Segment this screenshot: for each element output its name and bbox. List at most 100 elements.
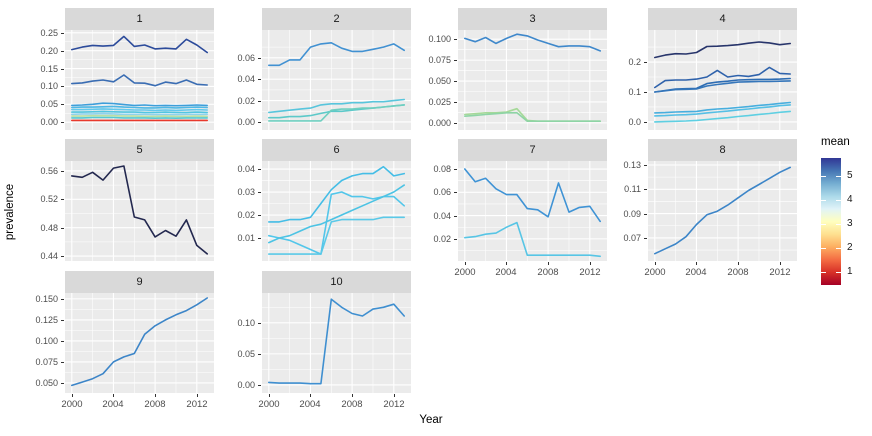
x-tick-mark <box>113 394 114 397</box>
series-line-f4-6 <box>654 110 791 123</box>
facet-strip-4: 4 <box>648 8 797 30</box>
series-line-f9-0 <box>71 297 208 387</box>
series-line-f6-0 <box>268 165 405 223</box>
y-tick-mark <box>644 92 647 93</box>
facet-strip-7: 7 <box>458 139 607 161</box>
y-tick-mark <box>61 199 64 200</box>
y-tick-mark <box>258 169 261 170</box>
series-line-f7-1 <box>464 221 601 258</box>
y-tick-mark <box>61 51 64 52</box>
y-tick-mark <box>644 165 647 166</box>
y-tick-mark <box>258 215 261 216</box>
y-tick-mark <box>61 122 64 123</box>
legend-tick-mark <box>836 176 841 177</box>
y-tick-mark <box>61 320 64 321</box>
facet-panel-2 <box>262 30 411 130</box>
facet-plot-6 <box>262 161 411 261</box>
y-tick-mark <box>61 341 64 342</box>
y-axis-label: 0.13 <box>623 160 641 170</box>
y-tick-mark <box>454 102 457 103</box>
series-line-f6-3 <box>268 216 405 255</box>
y-tick-mark <box>258 101 261 102</box>
y-tick-mark <box>644 122 647 123</box>
y-axis-label: 0.06 <box>433 187 451 197</box>
y-axis-label: 0.050 <box>428 76 451 86</box>
y-tick-mark <box>258 354 261 355</box>
facet-panel-10 <box>262 293 411 393</box>
facet-plot-7 <box>458 161 607 261</box>
facet-panel-6 <box>262 161 411 261</box>
x-tick-mark <box>696 262 697 265</box>
x-axis-label: 2008 <box>341 399 363 410</box>
y-axis-title: prevalence <box>4 183 16 241</box>
y-axis-label: 0.075 <box>428 55 451 65</box>
x-axis-label: 2008 <box>727 267 749 278</box>
x-axis-label: 2008 <box>144 399 166 410</box>
legend-tick-mark <box>821 224 826 225</box>
series-line-f6-1 <box>268 191 405 255</box>
x-tick-mark <box>780 262 781 265</box>
series-line-f4-3 <box>654 80 791 93</box>
y-tick-mark <box>258 192 261 193</box>
series-line-f1-3 <box>71 105 208 109</box>
facet-plot-4 <box>648 30 797 130</box>
y-axis-label: 0.000 <box>428 118 451 128</box>
legend-tick-mark <box>836 200 841 201</box>
y-tick-mark <box>644 189 647 190</box>
y-axis-label: 0.04 <box>237 74 255 84</box>
y-tick-mark <box>454 39 457 40</box>
y-axis-label: 0.05 <box>237 349 255 359</box>
x-axis-label: 2004 <box>299 399 321 410</box>
series-line-f4-0 <box>654 41 791 59</box>
series-line-f4-1 <box>654 66 791 89</box>
y-axis-label: 0.05 <box>40 99 58 109</box>
facet-plot-2 <box>262 30 411 130</box>
y-tick-mark <box>61 362 64 363</box>
legend-tick-mark <box>836 224 841 225</box>
y-axis-label: 0.15 <box>40 64 58 74</box>
y-tick-mark <box>258 238 261 239</box>
y-axis-label: 0.00 <box>237 117 255 127</box>
legend-tick-label: 2 <box>847 242 853 253</box>
x-axis-title: Year <box>419 414 443 426</box>
y-axis-label: 0.08 <box>433 164 451 174</box>
facet-panel-1 <box>65 30 214 130</box>
y-tick-mark <box>258 385 261 386</box>
y-axis-label: 0.04 <box>237 164 255 174</box>
y-tick-mark <box>644 238 647 239</box>
facet-panel-7 <box>458 161 607 261</box>
series-line-f4-5 <box>654 104 791 117</box>
x-tick-mark <box>197 394 198 397</box>
series-line-f1-6 <box>71 112 208 116</box>
x-axis-label: 2000 <box>644 267 666 278</box>
y-tick-mark <box>454 169 457 170</box>
legend-tick-label: 3 <box>847 218 853 229</box>
x-tick-mark <box>269 394 270 397</box>
y-axis-label: 0.11 <box>624 184 641 194</box>
y-axis-label: 0.02 <box>237 210 255 220</box>
series-line-f1-5 <box>71 110 208 114</box>
series-line-f6-2 <box>268 184 405 244</box>
facet-panel-5 <box>65 161 214 261</box>
facet-panel-4 <box>648 30 797 130</box>
series-line-f7-0 <box>464 168 601 223</box>
series-line-f2-3 <box>268 104 405 122</box>
y-axis-label: 0.02 <box>237 96 255 106</box>
legend-tick-mark <box>821 272 826 273</box>
legend-tick-label: 1 <box>847 266 853 277</box>
y-axis-label: 0.07 <box>623 233 641 243</box>
y-axis-label: 0.10 <box>40 81 58 91</box>
facet-panel-9 <box>65 293 214 393</box>
y-tick-mark <box>454 81 457 82</box>
y-tick-mark <box>454 239 457 240</box>
y-axis-label: 0.00 <box>237 380 255 390</box>
y-axis-label: 0.01 <box>237 233 255 243</box>
y-tick-mark <box>454 192 457 193</box>
y-axis-label: 0.2 <box>628 57 641 67</box>
y-axis-label: 0.03 <box>237 187 255 197</box>
x-axis-label: 2008 <box>537 267 559 278</box>
facet-strip-1: 1 <box>65 8 214 30</box>
series-line-f1-1 <box>71 74 208 87</box>
legend-tick-mark <box>821 248 826 249</box>
y-axis-label: 0.0 <box>628 117 641 127</box>
